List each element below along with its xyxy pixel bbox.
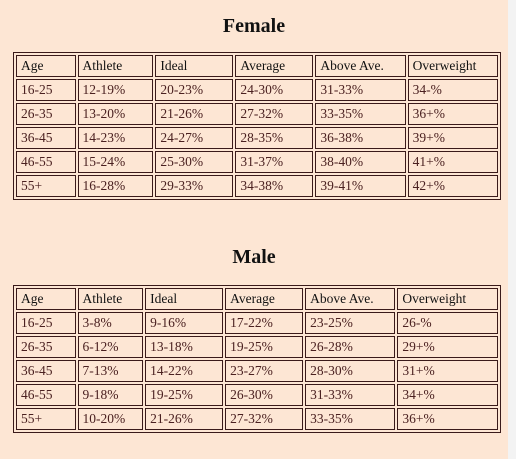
- male-table-title: Male: [232, 246, 276, 268]
- header-cell: Average: [235, 55, 314, 77]
- table-cell: 26-35: [16, 103, 76, 125]
- header-cell: Athlete: [77, 288, 144, 310]
- header-cell: Athlete: [77, 55, 154, 77]
- table-cell: 13-20%: [77, 103, 154, 125]
- table-cell: 16-28%: [77, 175, 154, 197]
- table-cell: 27-32%: [235, 103, 314, 125]
- table-cell: 27-32%: [225, 408, 304, 430]
- table-cell: 26-30%: [225, 384, 304, 406]
- table-cell: 23-27%: [225, 360, 304, 382]
- table-cell: 28-30%: [305, 360, 396, 382]
- table-cell: 7-13%: [77, 360, 144, 382]
- table-cell: 25-30%: [155, 151, 234, 173]
- table-row: 16-25 12-19% 20-23% 24-30% 31-33% 34-%: [16, 79, 498, 101]
- header-cell: Ideal: [155, 55, 234, 77]
- table-header-row: Age Athlete Ideal Average Above Ave. Ove…: [16, 55, 498, 77]
- header-cell: Age: [16, 55, 76, 77]
- header-cell: Overweight: [397, 288, 498, 310]
- table-cell: 26-28%: [305, 336, 396, 358]
- table-cell: 36+%: [397, 408, 498, 430]
- table-cell: 33-35%: [315, 103, 406, 125]
- table-cell: 28-35%: [235, 127, 314, 149]
- table-cell: 26-35: [16, 336, 76, 358]
- header-cell: Overweight: [407, 55, 498, 77]
- table-row: 55+ 10-20% 21-26% 27-32% 33-35% 36+%: [16, 408, 498, 430]
- male-body-fat-table: Age Athlete Ideal Average Above Ave. Ove…: [13, 285, 501, 433]
- table-cell: 17-22%: [225, 312, 304, 334]
- table-cell: 55+: [16, 175, 76, 197]
- table-cell: 36-38%: [315, 127, 406, 149]
- header-cell: Age: [16, 288, 76, 310]
- table-cell: 34-%: [407, 79, 498, 101]
- table-cell: 15-24%: [77, 151, 154, 173]
- table-row: 16-25 3-8% 9-16% 17-22% 23-25% 26-%: [16, 312, 498, 334]
- table-cell: 9-18%: [77, 384, 144, 406]
- table-cell: 16-25: [16, 312, 76, 334]
- scrollbar-track: [508, 0, 516, 459]
- female-body-fat-table: Age Athlete Ideal Average Above Ave. Ove…: [13, 52, 501, 200]
- table-row: 26-35 13-20% 21-26% 27-32% 33-35% 36+%: [16, 103, 498, 125]
- table-header-row: Age Athlete Ideal Average Above Ave. Ove…: [16, 288, 498, 310]
- table-cell: 34+%: [397, 384, 498, 406]
- table-cell: 9-16%: [145, 312, 224, 334]
- table-cell: 19-25%: [145, 384, 224, 406]
- table-cell: 36-45: [16, 360, 76, 382]
- table-cell: 23-25%: [305, 312, 396, 334]
- header-cell: Above Ave.: [315, 55, 406, 77]
- table-row: 36-45 14-23% 24-27% 28-35% 36-38% 39+%: [16, 127, 498, 149]
- table-cell: 16-25: [16, 79, 76, 101]
- table-cell: 24-27%: [155, 127, 234, 149]
- table-cell: 21-26%: [155, 103, 234, 125]
- table-cell: 29+%: [397, 336, 498, 358]
- table-cell: 31-33%: [315, 79, 406, 101]
- female-table-title: Female: [222, 15, 286, 37]
- table-cell: 6-12%: [77, 336, 144, 358]
- table-cell: 14-22%: [145, 360, 224, 382]
- table-cell: 46-55: [16, 151, 76, 173]
- table-cell: 19-25%: [225, 336, 304, 358]
- table-cell: 3-8%: [77, 312, 144, 334]
- table-cell: 31-37%: [235, 151, 314, 173]
- table-cell: 26-%: [397, 312, 498, 334]
- table-cell: 33-35%: [305, 408, 396, 430]
- table-cell: 12-19%: [77, 79, 154, 101]
- table-cell: 24-30%: [235, 79, 314, 101]
- table-cell: 55+: [16, 408, 76, 430]
- table-cell: 39+%: [407, 127, 498, 149]
- table-row: 46-55 9-18% 19-25% 26-30% 31-33% 34+%: [16, 384, 498, 406]
- table-cell: 39-41%: [315, 175, 406, 197]
- table-row: 26-35 6-12% 13-18% 19-25% 26-28% 29+%: [16, 336, 498, 358]
- table-cell: 46-55: [16, 384, 76, 406]
- table-row: 55+ 16-28% 29-33% 34-38% 39-41% 42+%: [16, 175, 498, 197]
- table-cell: 38-40%: [315, 151, 406, 173]
- header-cell: Ideal: [145, 288, 224, 310]
- table-row: 46-55 15-24% 25-30% 31-37% 38-40% 41+%: [16, 151, 498, 173]
- header-cell: Above Ave.: [305, 288, 396, 310]
- table-cell: 36-45: [16, 127, 76, 149]
- table-cell: 31-33%: [305, 384, 396, 406]
- table-cell: 34-38%: [235, 175, 314, 197]
- table-cell: 36+%: [407, 103, 498, 125]
- table-cell: 20-23%: [155, 79, 234, 101]
- header-cell: Average: [225, 288, 304, 310]
- table-cell: 21-26%: [145, 408, 224, 430]
- table-cell: 42+%: [407, 175, 498, 197]
- table-cell: 10-20%: [77, 408, 144, 430]
- table-cell: 29-33%: [155, 175, 234, 197]
- table-cell: 13-18%: [145, 336, 224, 358]
- table-cell: 41+%: [407, 151, 498, 173]
- table-cell: 31+%: [397, 360, 498, 382]
- table-row: 36-45 7-13% 14-22% 23-27% 28-30% 31+%: [16, 360, 498, 382]
- table-cell: 14-23%: [77, 127, 154, 149]
